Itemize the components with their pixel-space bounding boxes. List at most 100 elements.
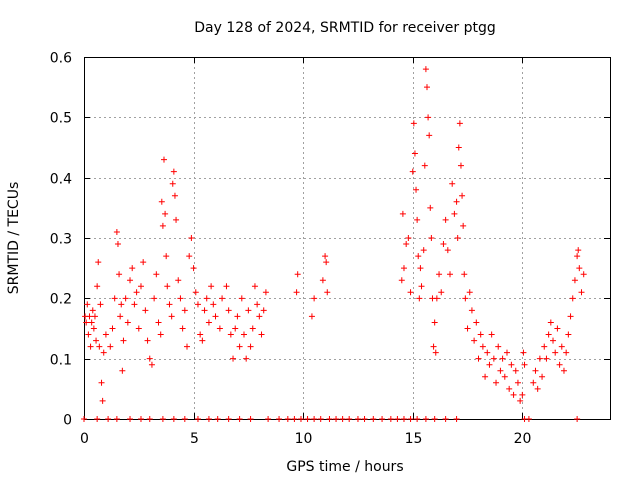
data-point-plus xyxy=(454,235,461,241)
data-point-plus xyxy=(102,331,109,338)
data-point-plus xyxy=(560,367,567,374)
data-point-plus xyxy=(114,241,121,248)
grid-lines xyxy=(84,57,610,419)
data-point-plus xyxy=(186,253,193,260)
data-point-plus xyxy=(83,319,90,326)
data-point-plus xyxy=(190,265,197,272)
data-point-plus xyxy=(399,210,406,217)
data-point-plus xyxy=(199,337,206,344)
data-point-plus xyxy=(400,265,407,272)
data-point-plus xyxy=(170,168,177,175)
data-point-plus xyxy=(142,307,149,314)
data-point-plus xyxy=(430,343,437,350)
data-point-plus xyxy=(113,416,120,422)
data-point-plus xyxy=(466,289,473,296)
axis-ticks: 0 5 10 15 20 0 0.1 0.2 0.3 0.4 0.5 0.6 xyxy=(50,51,610,447)
data-point-plus xyxy=(486,361,493,368)
data-point-plus xyxy=(158,198,165,205)
data-point-plus xyxy=(539,373,546,380)
data-point-plus xyxy=(436,271,443,278)
data-point-plus xyxy=(297,416,304,422)
data-point-plus xyxy=(464,325,471,332)
data-point-plus xyxy=(361,416,368,422)
data-points xyxy=(81,66,587,422)
data-point-plus xyxy=(170,416,177,422)
data-point-plus xyxy=(181,307,188,314)
data-point-plus xyxy=(543,355,550,362)
data-point-plus xyxy=(519,391,526,398)
data-point-plus xyxy=(236,416,243,422)
data-point-plus xyxy=(245,307,252,314)
data-point-plus xyxy=(122,295,129,302)
data-point-plus xyxy=(520,349,527,356)
data-point-plus xyxy=(219,295,226,302)
data-point-plus xyxy=(484,349,491,356)
data-point-plus xyxy=(293,289,300,296)
data-point-plus xyxy=(550,337,557,344)
data-point-plus xyxy=(409,168,416,175)
data-point-plus xyxy=(322,253,329,260)
data-point-plus xyxy=(96,343,103,350)
data-point-plus xyxy=(411,150,418,157)
x-tick-label: 10 xyxy=(295,431,313,447)
data-point-plus xyxy=(459,192,466,199)
data-point-plus xyxy=(552,349,559,356)
data-point-plus xyxy=(276,416,283,422)
data-point-plus xyxy=(495,343,502,350)
data-point-plus xyxy=(291,416,298,422)
data-point-plus xyxy=(565,331,572,338)
data-point-plus xyxy=(223,283,230,290)
data-point-plus xyxy=(418,283,425,290)
data-point-plus xyxy=(120,337,127,344)
data-point-plus xyxy=(232,325,239,332)
data-point-plus xyxy=(451,210,458,217)
data-point-plus xyxy=(479,343,486,350)
data-point-plus xyxy=(304,416,311,422)
data-point-plus xyxy=(238,295,245,302)
data-point-plus xyxy=(166,301,173,308)
data-point-plus xyxy=(212,313,219,320)
data-point-plus xyxy=(508,361,515,368)
data-point-plus xyxy=(319,277,326,284)
data-point-plus xyxy=(227,331,234,338)
data-point-plus xyxy=(431,416,438,422)
data-point-plus xyxy=(346,416,353,422)
data-point-plus xyxy=(420,247,427,254)
data-point-plus xyxy=(157,331,164,338)
data-point-plus xyxy=(447,271,454,278)
data-point-plus xyxy=(258,331,265,338)
data-point-plus xyxy=(201,307,208,314)
data-point-plus xyxy=(88,319,95,326)
data-point-plus xyxy=(427,204,434,211)
data-point-plus xyxy=(468,307,475,314)
data-point-plus xyxy=(569,295,576,302)
x-tick-label: 0 xyxy=(80,431,89,447)
data-point-plus xyxy=(159,416,166,422)
data-point-plus xyxy=(428,235,435,241)
data-point-plus xyxy=(444,247,451,254)
data-point-plus xyxy=(84,301,91,308)
data-point-plus xyxy=(514,379,521,386)
data-point-plus xyxy=(163,253,170,260)
data-point-plus xyxy=(95,259,102,266)
chart-title: Day 128 of 2024, SRMTID for receiver ptg… xyxy=(194,20,496,36)
data-point-plus xyxy=(205,416,212,422)
x-tick-label: 20 xyxy=(514,431,532,447)
y-tick-label: 0.1 xyxy=(50,353,72,369)
data-point-plus xyxy=(422,66,429,73)
data-point-plus xyxy=(405,235,412,241)
data-point-plus xyxy=(438,289,445,296)
y-tick-label: 0.5 xyxy=(50,111,72,127)
data-point-plus xyxy=(517,397,524,404)
data-point-plus xyxy=(188,235,195,241)
y-tick-label: 0.3 xyxy=(50,232,72,248)
data-point-plus xyxy=(100,349,107,356)
data-point-plus xyxy=(456,120,463,127)
data-point-plus xyxy=(440,241,447,248)
data-point-plus xyxy=(534,385,541,392)
data-point-plus xyxy=(394,416,401,422)
data-point-plus xyxy=(247,416,254,422)
data-point-plus xyxy=(462,295,469,302)
data-point-plus xyxy=(488,331,495,338)
data-point-plus xyxy=(567,313,574,320)
